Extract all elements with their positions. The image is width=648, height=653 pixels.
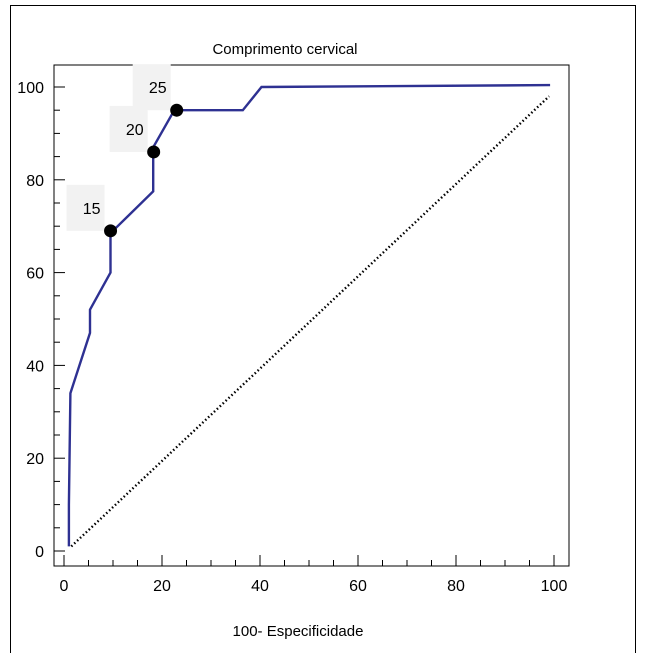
threshold-point-label: 20 bbox=[126, 122, 144, 139]
y-tick-label: 20 bbox=[26, 451, 44, 468]
x-tick-label: 40 bbox=[251, 578, 269, 595]
y-tick-label: 80 bbox=[26, 173, 44, 190]
x-tick-label: 60 bbox=[349, 578, 367, 595]
threshold-point bbox=[170, 103, 184, 117]
threshold-point-label: 25 bbox=[149, 80, 167, 97]
point-label-background bbox=[132, 64, 171, 111]
y-tick-label: 60 bbox=[26, 266, 44, 283]
y-tick-label: 100 bbox=[17, 80, 44, 97]
reference-diagonal-line bbox=[70, 95, 550, 548]
chart-frame bbox=[10, 5, 636, 653]
y-tick-label: 0 bbox=[35, 544, 44, 561]
x-tick-label: 20 bbox=[153, 578, 171, 595]
point-label-background bbox=[66, 184, 105, 231]
threshold-point bbox=[104, 224, 118, 238]
x-tick-label: 0 bbox=[60, 578, 69, 595]
x-tick-label: 80 bbox=[447, 578, 465, 595]
threshold-point-label: 15 bbox=[83, 201, 101, 218]
threshold-point bbox=[147, 145, 161, 159]
x-tick-label: 100 bbox=[541, 578, 568, 595]
chart-title: Comprimento cervical bbox=[212, 41, 357, 58]
y-tick-label: 40 bbox=[26, 358, 44, 375]
point-label-background bbox=[109, 105, 148, 152]
x-axis-label: 100- Especificidade bbox=[233, 623, 364, 640]
